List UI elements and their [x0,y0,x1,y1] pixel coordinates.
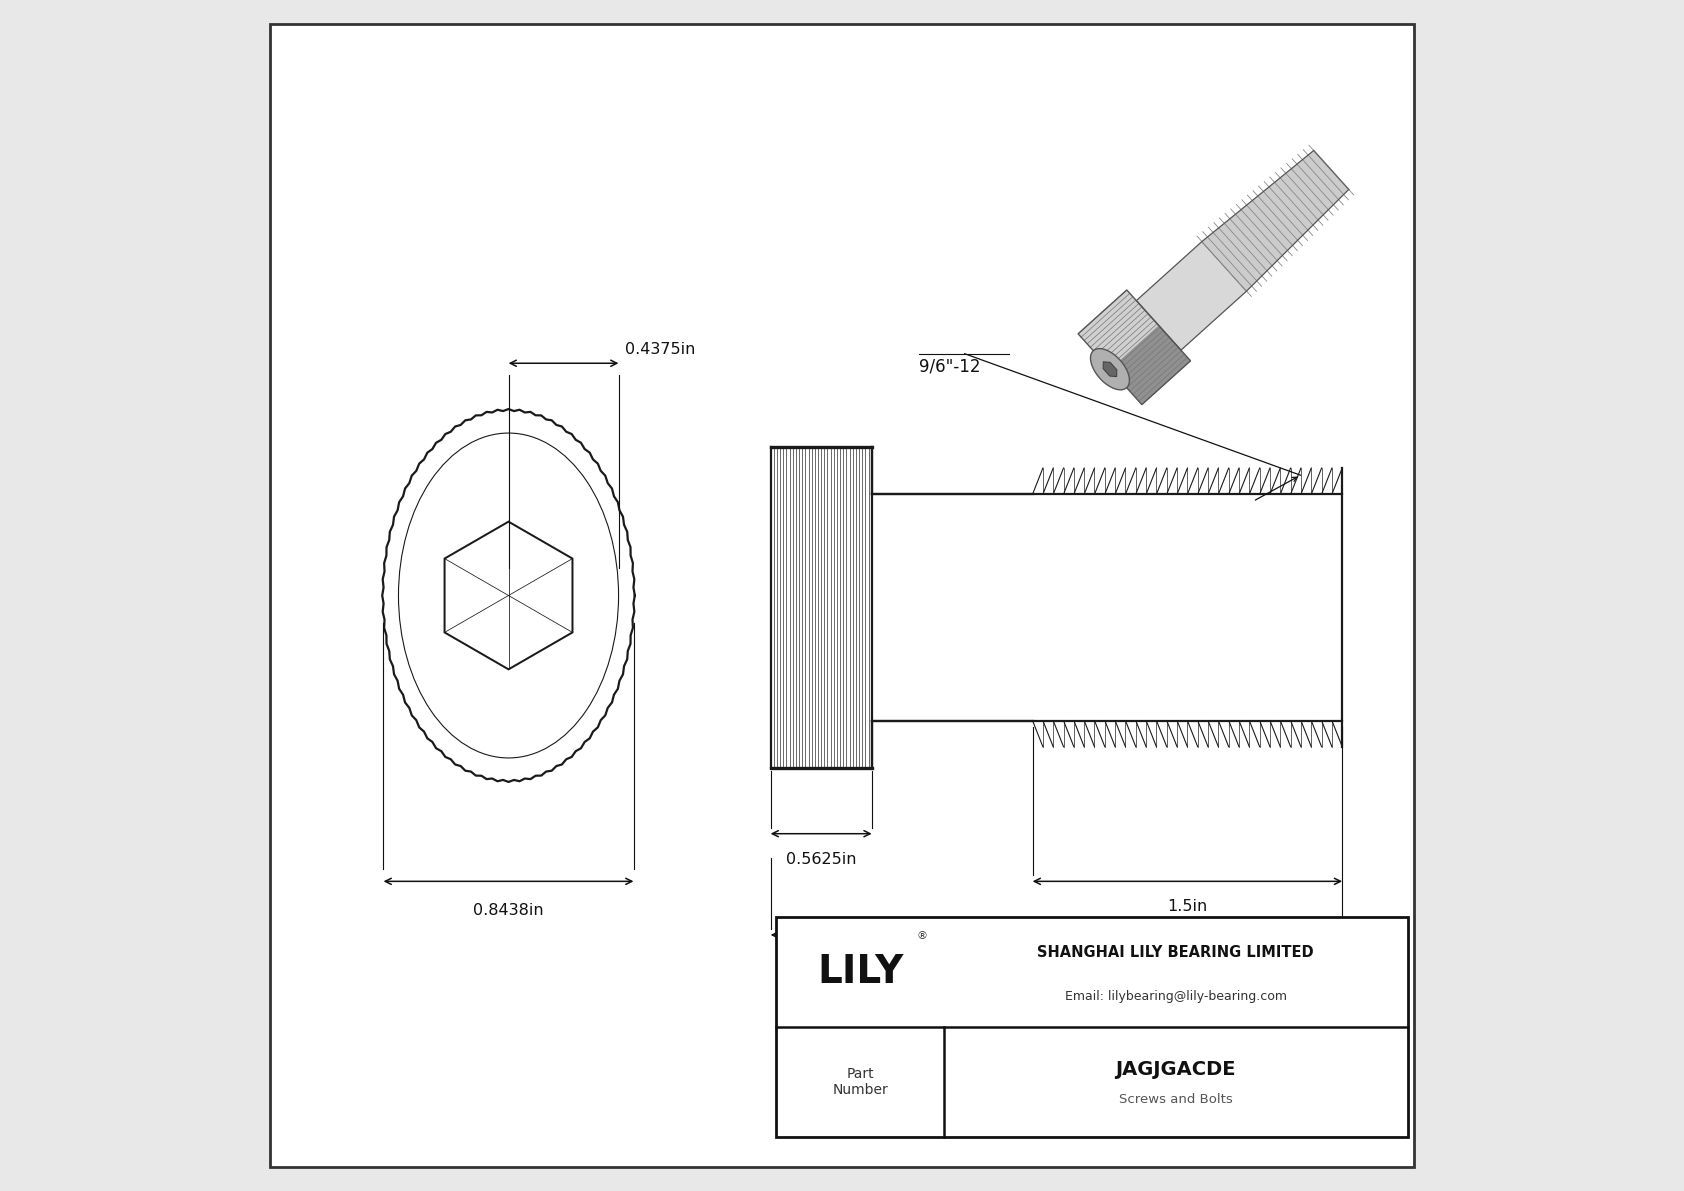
Text: 0.5625in: 0.5625in [786,852,857,867]
Polygon shape [1110,325,1191,405]
Bar [1032,494,1342,721]
Ellipse shape [399,434,618,757]
Text: Screws and Bolts: Screws and Bolts [1118,1093,1233,1106]
Bar [776,917,1408,1137]
Polygon shape [1091,349,1130,389]
Polygon shape [445,522,573,669]
Text: SHANGHAI LILY BEARING LIMITED: SHANGHAI LILY BEARING LIMITED [1037,944,1314,960]
Text: 2.5in: 2.5in [1034,956,1078,974]
Polygon shape [1137,242,1246,350]
Polygon shape [1103,362,1116,376]
Text: LILY: LILY [817,953,903,991]
Bar [872,494,1032,721]
Polygon shape [1078,289,1159,369]
Text: ®: ® [916,931,928,941]
Polygon shape [1202,150,1349,291]
Bar [776,917,1408,1137]
Ellipse shape [362,381,655,810]
Text: Part
Number: Part Number [832,1067,887,1097]
Text: Email: lilybearing@lily-bearing.com: Email: lilybearing@lily-bearing.com [1064,990,1287,1003]
Text: 1.5in: 1.5in [1167,899,1207,915]
Polygon shape [382,409,635,782]
Bar [758,435,1354,780]
Text: 0.8438in: 0.8438in [473,903,544,918]
Text: JAGJGACDE: JAGJGACDE [1115,1060,1236,1079]
Text: 0.4375in: 0.4375in [625,342,695,357]
Text: 9/6"-12: 9/6"-12 [919,357,980,375]
